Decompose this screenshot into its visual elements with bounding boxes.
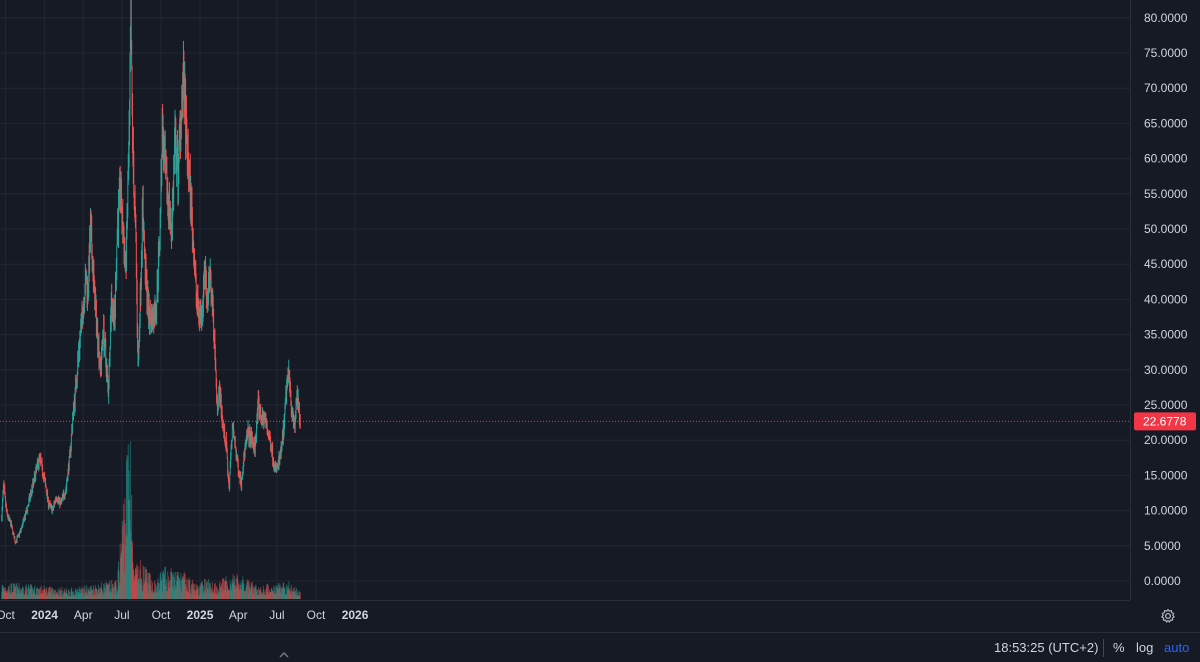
price-tick-label: 25.0000 <box>1144 398 1188 412</box>
log-scale-toggle[interactable]: log <box>1136 640 1154 655</box>
price-tick-label: 70.0000 <box>1144 81 1188 95</box>
chart-pane[interactable]: 80.0000 75.0000 70.0000 65.0000 60.0000 55.00… <box>0 0 1200 632</box>
time-tick-label: 2025 <box>187 608 214 622</box>
price-tick-label: 5.0000 <box>1144 539 1181 553</box>
price-tick-label: 80.0000 <box>1144 11 1188 25</box>
price-tick-label: 20.0000 <box>1144 433 1188 447</box>
time-tick-label: Oct <box>0 608 16 622</box>
price-tick-label: 10.0000 <box>1144 504 1188 518</box>
price-tick-label: 55.0000 <box>1144 187 1188 201</box>
time-tick-label: 2024 <box>31 608 58 622</box>
price-tick-label: 30.0000 <box>1144 363 1188 377</box>
price-tick-label: 15.0000 <box>1144 468 1188 482</box>
price-scale-border <box>1130 0 1131 600</box>
time-tick-label: Jul <box>269 608 284 622</box>
time-tick-label: Oct <box>307 608 326 622</box>
time-scale-border <box>0 600 1130 601</box>
clock-timezone[interactable]: 18:53:25 (UTC+2) <box>994 640 1099 655</box>
price-tick-label: 0.0000 <box>1144 574 1181 588</box>
time-tick-label: Apr <box>229 608 248 622</box>
toolbar-separator <box>1103 639 1104 657</box>
chevron-up-icon[interactable] <box>278 651 290 661</box>
last-price-label: 22.6778 <box>1143 414 1187 428</box>
price-tick-label: 40.0000 <box>1144 292 1188 306</box>
time-tick-label: Oct <box>152 608 171 622</box>
time-tick-label: 2026 <box>342 608 369 622</box>
price-tick-label: 60.0000 <box>1144 152 1188 166</box>
last-price-label-bg <box>1134 412 1196 431</box>
bottom-toolbar: 18:53:25 (UTC+2) % log auto <box>0 632 1200 662</box>
time-tick-label: Apr <box>74 608 93 622</box>
price-tick-label: 65.0000 <box>1144 116 1188 130</box>
auto-scale-toggle[interactable]: auto <box>1164 640 1190 655</box>
price-tick-label: 75.0000 <box>1144 46 1188 60</box>
gear-icon <box>1161 608 1175 623</box>
price-tick-label: 50.0000 <box>1144 222 1188 236</box>
price-tick-label: 35.0000 <box>1144 328 1188 342</box>
price-tick-label: 45.0000 <box>1144 257 1188 271</box>
chart-settings-button[interactable] <box>1158 606 1178 626</box>
percent-scale-toggle[interactable]: % <box>1113 640 1125 655</box>
time-tick-label: Jul <box>114 608 129 622</box>
price-chart[interactable]: 80.0000 75.0000 70.0000 65.0000 60.0000 55.00… <box>0 0 1200 632</box>
